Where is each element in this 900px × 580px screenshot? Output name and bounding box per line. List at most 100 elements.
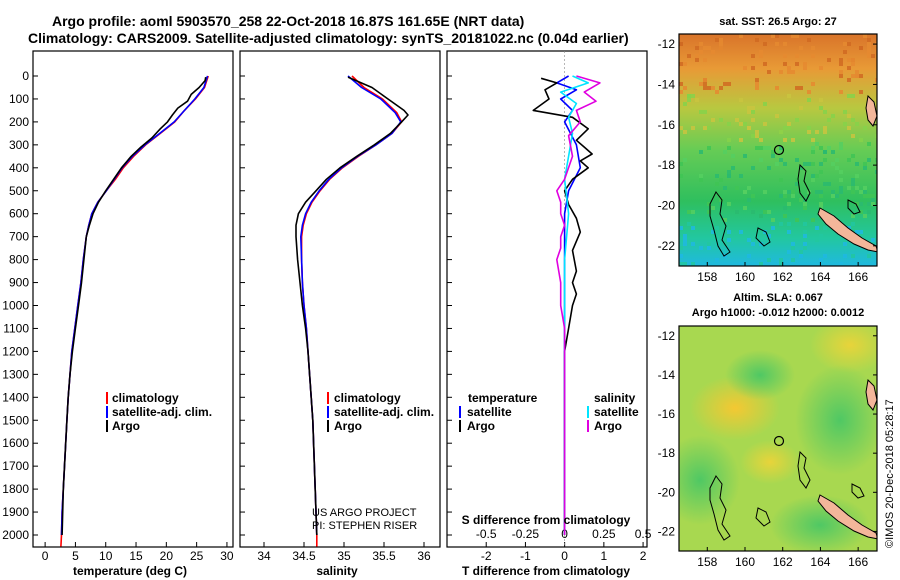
sst-pixel xyxy=(859,202,863,206)
sst-pixel xyxy=(755,134,759,138)
sst-pixel xyxy=(751,110,755,114)
sst-pixel xyxy=(699,110,703,114)
sst-pixel xyxy=(803,202,807,206)
sst-pixel xyxy=(811,54,815,58)
sst-pixel xyxy=(859,74,863,78)
x-tick-label: 15 xyxy=(129,549,143,563)
sst-pixel xyxy=(779,158,783,162)
sst-pixel xyxy=(715,258,719,262)
sst-pixel xyxy=(703,78,707,82)
sst-pixel xyxy=(679,226,683,230)
sst-pixel xyxy=(679,246,683,250)
lat-tick-label: -12 xyxy=(658,329,676,343)
sst-pixel xyxy=(751,118,755,122)
sst-pixel xyxy=(755,146,759,150)
sst-pixel xyxy=(867,142,871,146)
sst-pixel xyxy=(683,238,687,242)
sst-pixel xyxy=(851,62,855,66)
sst-pixel xyxy=(751,238,755,242)
sst-pixel xyxy=(863,194,867,198)
sst-pixel xyxy=(707,46,711,50)
difference-axis-ticks: -2 -1 0 1 2-0.5 -0.25 0 0.25 0.5 xyxy=(447,51,652,563)
sst-pixel xyxy=(723,186,727,190)
sst-pixel xyxy=(699,82,703,86)
sst-pixel xyxy=(795,182,799,186)
sst-pixel xyxy=(735,210,739,214)
sst-pixel xyxy=(719,118,723,122)
sst-pixel xyxy=(851,214,855,218)
sst-pixel xyxy=(695,98,699,102)
lon-tick-label: 158 xyxy=(697,555,717,569)
x-tick-label: 20 xyxy=(160,549,174,563)
salinity-series xyxy=(295,75,409,547)
legend-climatology-label: climatology xyxy=(112,391,179,405)
sst-pixel xyxy=(799,46,803,50)
sla-map-axis: 158 160 162 164 166 -12 -14 -16 -18 -20 -22 xyxy=(658,329,877,569)
depth-tick-label: 1700 xyxy=(2,459,29,473)
project-note-line1: US ARGO PROJECT xyxy=(312,507,417,519)
depth-tick-label: 700 xyxy=(9,230,29,244)
sst-pixel xyxy=(795,158,799,162)
sst-pixel xyxy=(787,230,791,234)
sst-pixel xyxy=(827,146,831,150)
sst-pixel xyxy=(871,238,875,242)
sst-pixel xyxy=(687,98,691,102)
sst-pixel xyxy=(811,150,815,154)
sst-pixel xyxy=(699,150,703,154)
sst-pixel xyxy=(683,262,687,266)
island-outline xyxy=(797,163,811,202)
sst-pixel xyxy=(679,262,683,266)
sst-pixel xyxy=(779,130,783,134)
island-outline xyxy=(865,94,877,127)
sst-pixel xyxy=(843,122,847,126)
sst-pixel xyxy=(799,166,803,170)
lat-tick-label: -12 xyxy=(658,37,676,51)
sst-pixel xyxy=(695,46,699,50)
lat-tick-label: -20 xyxy=(658,198,676,212)
sst-pixel xyxy=(707,202,711,206)
lon-tick-label: 162 xyxy=(773,555,793,569)
sst-pixel xyxy=(859,138,863,142)
sst-pixel xyxy=(795,218,799,222)
sst-pixel xyxy=(807,38,811,42)
island-outline xyxy=(755,227,771,247)
sst-pixel xyxy=(727,174,731,178)
s-tick-label: -0.5 xyxy=(476,527,497,541)
sst-pixel xyxy=(807,130,811,134)
sst-pixel xyxy=(867,158,871,162)
sst-map-axis: 158 160 162 164 166 -12 -14 -16 -18 -20 -22 xyxy=(658,37,877,284)
sst-pixel xyxy=(759,262,763,266)
sst-pixel xyxy=(823,110,827,114)
sst-pixel xyxy=(839,70,843,74)
sst-pixel xyxy=(867,54,871,58)
sst-pixel xyxy=(699,178,703,182)
sst-pixel xyxy=(823,150,827,154)
series-climatology xyxy=(300,75,403,547)
sst-pixel xyxy=(679,254,683,258)
sst-pixel xyxy=(855,70,859,74)
difference-s-label: S difference from climatology xyxy=(462,513,631,527)
sst-pixel xyxy=(771,226,775,230)
legend-satellite-label: satellite-adj. clim. xyxy=(334,405,434,419)
sst-pixel xyxy=(851,118,855,122)
sst-pixel xyxy=(811,138,815,142)
sst-pixel xyxy=(803,222,807,226)
island-outline xyxy=(797,450,811,489)
legend-s-satellite-label: satellite xyxy=(594,405,639,419)
depth-tick-label: 600 xyxy=(9,207,29,221)
sst-pixel xyxy=(743,154,747,158)
sst-pixel xyxy=(815,238,819,242)
sst-pixel xyxy=(723,218,727,222)
sst-pixel xyxy=(755,38,759,42)
sst-pixel xyxy=(719,46,723,50)
s-tick-label: 0.5 xyxy=(635,527,652,541)
x-tick-label: 10 xyxy=(99,549,113,563)
series-satellite-adj-clim- xyxy=(60,75,209,536)
sst-pixel xyxy=(699,174,703,178)
sst-pixel xyxy=(847,186,851,190)
lon-tick-label: 160 xyxy=(735,270,755,284)
legend-salinity-title: salinity xyxy=(594,391,636,405)
sst-pixel xyxy=(691,262,695,266)
sst-pixel xyxy=(823,254,827,258)
sst-pixel xyxy=(683,62,687,66)
